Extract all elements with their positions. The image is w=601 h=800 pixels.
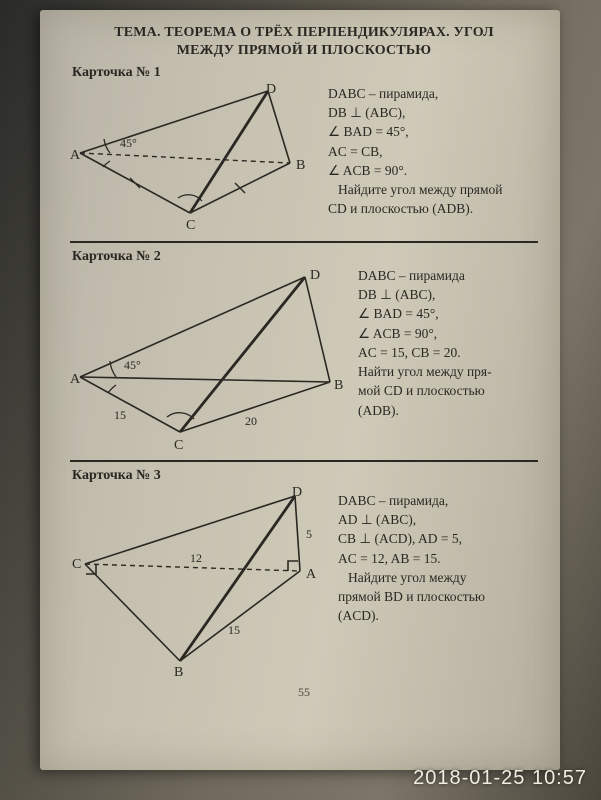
lbl-B3: B — [174, 665, 183, 680]
c1p2: DB ⊥ (ABC), — [328, 104, 538, 122]
c1p3: ∠ BAD = 45°, — [328, 123, 538, 141]
len-15b: 15 — [228, 623, 240, 637]
lbl-C3: C — [72, 557, 81, 572]
card-3-problem: DABC – пирамида, AD ⊥ (ABC), CB ⊥ (ACD),… — [330, 486, 538, 627]
c2p8: (ADB). — [358, 402, 538, 420]
c2p6: Найти угол между пря- — [358, 363, 538, 381]
lbl-D3: D — [292, 486, 302, 500]
page-title: ТЕМА. ТЕОРЕМА О ТРЁХ ПЕРПЕНДИКУЛЯРАХ. УГ… — [70, 24, 538, 59]
len-20: 20 — [245, 414, 257, 428]
lbl-C1: C — [186, 218, 195, 233]
card-3-label: Карточка № 3 — [72, 468, 538, 484]
len-15: 15 — [114, 408, 126, 422]
separator-1 — [70, 241, 538, 243]
lbl-C2: C — [174, 438, 183, 452]
angle-45-2: 45° — [124, 358, 141, 372]
card-1-problem: DABC – пирамида, DB ⊥ (ABC), ∠ BAD = 45°… — [320, 83, 538, 220]
card-1: Карточка № 1 45° A B C — [70, 65, 538, 233]
card-2-label: Карточка № 2 — [72, 249, 538, 265]
c3p7: (ACD). — [338, 607, 538, 625]
c3p6: прямой BD и плоскостью — [338, 588, 538, 606]
lbl-D1: D — [266, 83, 276, 97]
title-line-1: ТЕМА. ТЕОРЕМА О ТРЁХ ПЕРПЕНДИКУЛЯРАХ. УГ… — [114, 25, 494, 40]
c3p3: CB ⊥ (ACD), AD = 5, — [338, 530, 538, 548]
c1p7: CD и плоскостью (ADB). — [328, 200, 538, 218]
c2p3: ∠ BAD = 45°, — [358, 305, 538, 323]
card-1-label: Карточка № 1 — [72, 65, 538, 81]
c1p5: ∠ ACB = 90°. — [328, 162, 538, 180]
lbl-A1: A — [70, 148, 81, 163]
c3p2: AD ⊥ (ABC), — [338, 511, 538, 529]
c1p4: AC = CB, — [328, 143, 538, 161]
c3p5: Найдите угол между — [338, 569, 538, 587]
len-5: 5 — [306, 527, 312, 541]
lbl-B2: B — [334, 378, 343, 393]
card-2-figure: 45° 15 20 A B C D — [70, 267, 350, 452]
page-number: 55 — [70, 685, 538, 700]
c1p6: Найдите угол между прямой — [328, 181, 538, 199]
lbl-D2: D — [310, 268, 320, 283]
angle-45-1: 45° — [120, 136, 137, 150]
c3p1: DABC – пирамида, — [338, 492, 538, 510]
worksheet-page: ТЕМА. ТЕОРЕМА О ТРЁХ ПЕРПЕНДИКУЛЯРАХ. УГ… — [40, 10, 560, 770]
camera-timestamp: 2018-01-25 10:57 — [413, 767, 587, 790]
card-3: Карточка № 3 5 12 15 A B C D — [70, 468, 538, 681]
len-12: 12 — [190, 551, 202, 565]
card-1-figure: 45° A B C D — [70, 83, 320, 233]
c2p5: AC = 15, CB = 20. — [358, 344, 538, 362]
c2p2: DB ⊥ (ABC), — [358, 286, 538, 304]
c3p4: AC = 12, AB = 15. — [338, 550, 538, 568]
separator-2 — [70, 460, 538, 462]
card-2: Карточка № 2 45° 15 20 A B C D — [70, 249, 538, 452]
c1p1: DABC – пирамида, — [328, 85, 538, 103]
card-3-figure: 5 12 15 A B C D — [70, 486, 330, 681]
card-2-problem: DABC – пирамида DB ⊥ (ABC), ∠ BAD = 45°,… — [350, 267, 538, 421]
lbl-A3: A — [306, 567, 317, 582]
c2p7: мой CD и плоскостью — [358, 382, 538, 400]
title-line-2: МЕЖДУ ПРЯМОЙ И ПЛОСКОСТЬЮ — [177, 43, 432, 58]
c2p4: ∠ ACB = 90°, — [358, 325, 538, 343]
lbl-B1: B — [296, 158, 305, 173]
c2p1: DABC – пирамида — [358, 267, 538, 285]
lbl-A2: A — [70, 372, 81, 387]
